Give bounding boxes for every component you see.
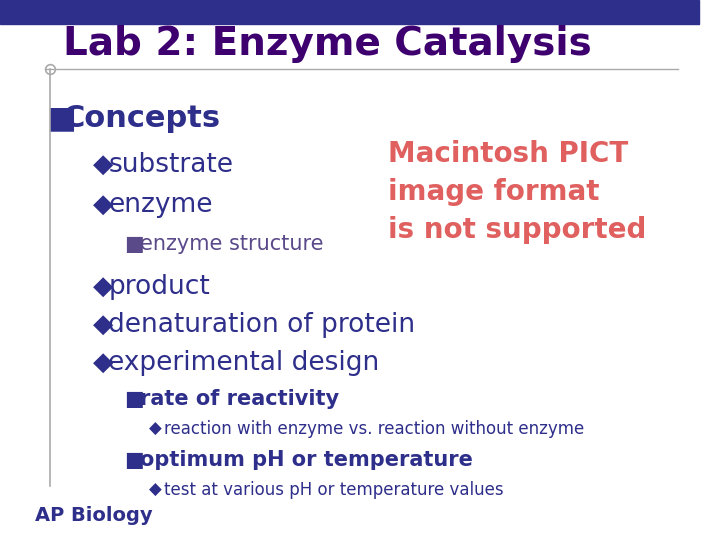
Text: ◆: ◆ (149, 420, 162, 438)
Text: experimental design: experimental design (108, 350, 379, 376)
Text: Macintosh PICT
image format
is not supported: Macintosh PICT image format is not suppo… (388, 140, 647, 244)
Text: ◆: ◆ (93, 192, 113, 218)
Text: product: product (108, 274, 210, 300)
Text: Concepts: Concepts (63, 104, 221, 133)
Text: Lab 2: Enzyme Catalysis: Lab 2: Enzyme Catalysis (63, 25, 592, 63)
Text: ■: ■ (125, 450, 144, 470)
Text: optimum pH or temperature: optimum pH or temperature (140, 450, 473, 470)
Text: ◆: ◆ (93, 274, 113, 300)
Text: ■: ■ (125, 388, 144, 409)
Text: reaction with enzyme vs. reaction without enzyme: reaction with enzyme vs. reaction withou… (164, 420, 585, 438)
Text: enzyme: enzyme (108, 192, 213, 218)
Text: substrate: substrate (108, 152, 233, 178)
Text: ◆: ◆ (93, 312, 113, 338)
Text: ◆: ◆ (149, 481, 162, 499)
Text: ◆: ◆ (93, 350, 113, 376)
Text: enzyme structure: enzyme structure (140, 234, 323, 254)
Text: ◆: ◆ (93, 152, 113, 178)
Bar (0, 0, 699, 24)
Text: rate of reactivity: rate of reactivity (140, 388, 339, 409)
Text: ■: ■ (48, 104, 76, 133)
Text: ■: ■ (125, 234, 144, 254)
Text: denaturation of protein: denaturation of protein (108, 312, 415, 338)
Text: AP Biology: AP Biology (35, 506, 153, 525)
Text: test at various pH or temperature values: test at various pH or temperature values (164, 481, 504, 499)
